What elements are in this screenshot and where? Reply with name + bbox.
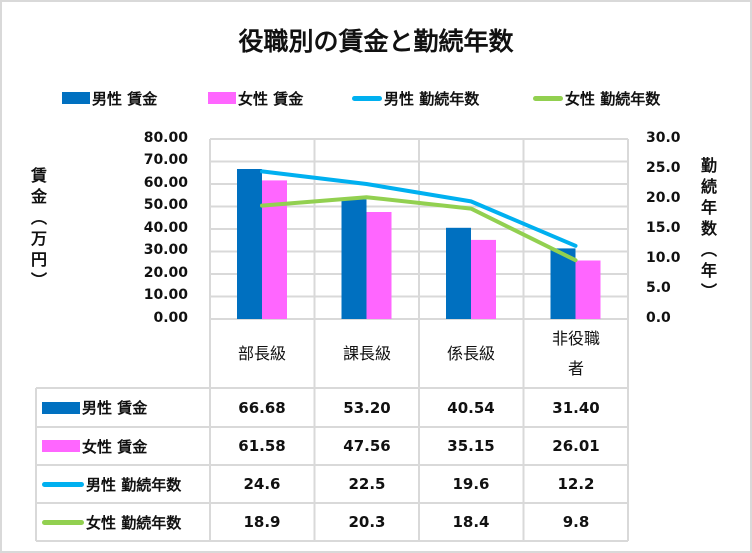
table-cell: 26.01 — [552, 437, 600, 455]
category-text: 課長級 — [342, 344, 391, 363]
legend-line-icon — [42, 519, 84, 525]
axis-title-char: 勤 — [700, 156, 717, 175]
row-label-text: 男性 勤続年数 — [86, 475, 182, 494]
legend-swatch-icon — [42, 401, 80, 414]
axis-title-char: 年 — [700, 261, 717, 280]
table-cell: 19.6 — [452, 475, 490, 493]
line-female-tenure — [260, 195, 578, 263]
left-tick: 40.00 — [143, 220, 188, 236]
table-cell: 18.9 — [243, 513, 281, 531]
axis-title-char: ︵ — [30, 208, 47, 227]
legend-swatch-icon — [62, 92, 90, 104]
axis-title-char: 年 — [700, 198, 717, 217]
table-cell: 18.4 — [452, 513, 490, 531]
left-tick: 0.00 — [153, 310, 188, 326]
left-tick: 70.00 — [143, 152, 188, 168]
line-male-tenure — [260, 169, 578, 248]
legend-item-male-wage[interactable]: 男性 賃金 — [62, 86, 157, 110]
table-cell: 31.40 — [552, 398, 600, 417]
legend-item-female-wage[interactable]: 女性 賃金 — [208, 86, 303, 110]
row-label-text: 女性 賃金 — [82, 437, 148, 456]
category-text: 部長級 — [237, 344, 286, 363]
right-tick: 20.0 — [646, 190, 681, 206]
category-text: 非役職 — [551, 329, 600, 348]
table-cell: 12.2 — [557, 475, 595, 493]
table-cell: 40.54 — [447, 398, 495, 417]
left-tick: 30.00 — [143, 242, 188, 258]
row-label-text: 男性 賃金 — [82, 399, 148, 417]
category-label: 非役職者 — [524, 320, 628, 388]
legend-label: 男性 賃金 — [92, 89, 158, 108]
right-tick: 25.0 — [646, 160, 681, 176]
axis-title-char: 万 — [30, 229, 47, 248]
table-cell: 22.5 — [348, 475, 386, 493]
left-axis-title: 賃 金 ︵ 万 円 ︶ — [29, 165, 49, 291]
legend-line-icon — [352, 95, 382, 101]
legend-label: 女性 勤続年数 — [565, 89, 661, 108]
right-axis-title: 勤 続 年 数 ︵ 年 ︶ — [699, 155, 719, 302]
table-row-label-female-tenure: 女性 勤続年数 — [42, 503, 181, 541]
table-cell: 9.8 — [562, 513, 590, 531]
left-tick: 60.00 — [143, 175, 188, 191]
legend-swatch-icon — [208, 92, 236, 104]
right-tick: 5.0 — [646, 280, 671, 296]
left-tick: 50.00 — [143, 197, 188, 213]
category-text: 者 — [567, 359, 584, 378]
legend-item-female-tenure[interactable]: 女性 勤続年数 — [533, 86, 660, 110]
legend-item-male-tenure[interactable]: 男性 勤続年数 — [352, 86, 479, 110]
table-row-label-male-wage: 男性 賃金 — [42, 388, 147, 427]
right-tick: 10.0 — [646, 250, 681, 266]
axis-title-char: ︵ — [700, 240, 717, 259]
legend-label: 女性 賃金 — [238, 89, 304, 108]
axis-title-char: 数 — [700, 219, 717, 238]
legend-line-icon — [42, 481, 84, 487]
table-cell: 53.20 — [343, 398, 391, 417]
row-label-text: 女性 勤続年数 — [86, 513, 182, 532]
axis-title-char: 円 — [30, 250, 47, 269]
left-tick: 10.00 — [143, 287, 188, 303]
table-row-label-male-tenure: 男性 勤続年数 — [42, 465, 181, 503]
table-cell: 24.6 — [243, 475, 281, 493]
left-tick: 20.00 — [143, 265, 188, 281]
table-cell: 35.15 — [447, 437, 495, 455]
legend-label: 男性 勤続年数 — [384, 89, 480, 108]
bars-male-wage — [237, 169, 576, 319]
axis-title-char: 金 — [30, 187, 47, 206]
category-label: 係長級 — [419, 320, 523, 388]
table-row-label-female-wage: 女性 賃金 — [42, 427, 147, 465]
category-text: 係長級 — [446, 344, 495, 363]
table-cell: 47.56 — [343, 437, 391, 455]
category-label: 部長級 — [210, 320, 314, 388]
table-cell: 66.68 — [238, 398, 286, 417]
legend: 男性 賃金 女性 賃金 男性 勤続年数 女性 勤続年数 — [0, 86, 752, 110]
right-tick: 0.0 — [646, 310, 671, 326]
axis-title-char: 続 — [700, 177, 717, 196]
category-label: 課長級 — [315, 320, 419, 388]
table-cell: 20.3 — [348, 513, 386, 531]
right-tick: 15.0 — [646, 220, 681, 236]
legend-line-icon — [533, 95, 563, 101]
table-cell: 61.58 — [238, 437, 286, 455]
right-tick: 30.0 — [646, 130, 681, 146]
left-tick: 80.00 — [143, 130, 188, 146]
legend-swatch-icon — [42, 440, 80, 452]
chart-title: 役職別の賃金と勤続年数 — [238, 27, 514, 56]
axis-title-char: 賃 — [30, 166, 47, 185]
axis-title-char: ︶ — [700, 282, 717, 301]
axis-title-char: ︶ — [30, 271, 47, 290]
